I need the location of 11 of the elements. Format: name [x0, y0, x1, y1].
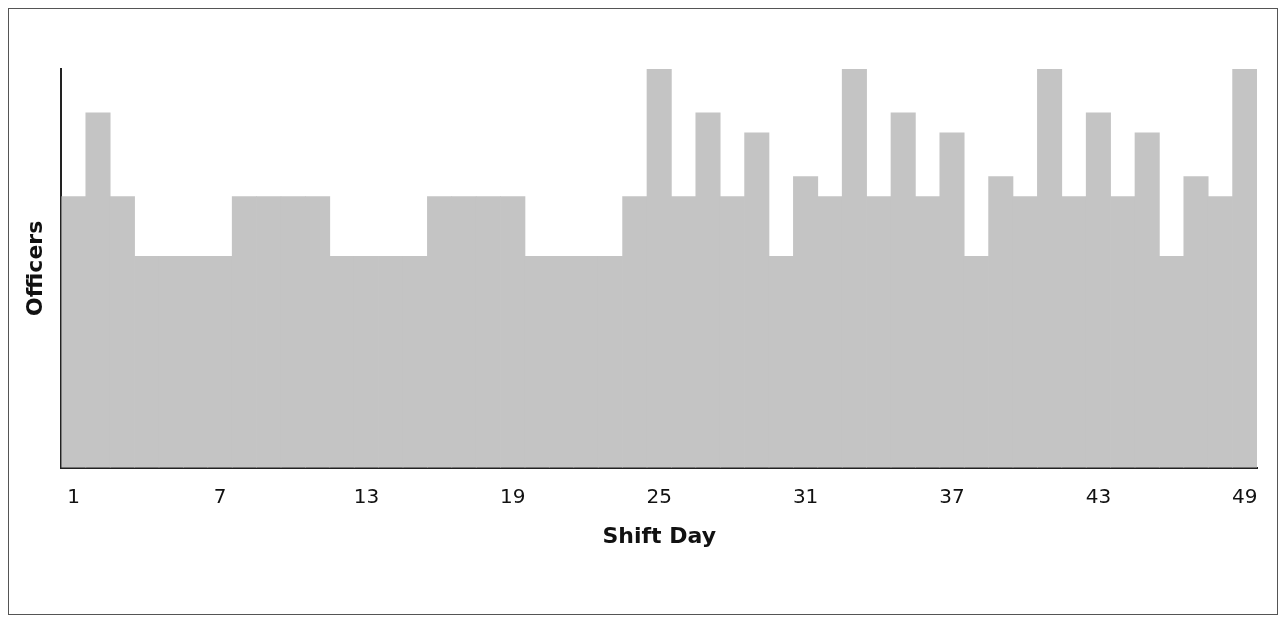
x-tick-label: 19 [500, 483, 526, 508]
x-tick-label: 1 [67, 483, 80, 508]
y-axis-title: Officers [21, 220, 47, 316]
x-tick-label: 37 [939, 483, 965, 508]
x-tick-label: 43 [1085, 483, 1112, 508]
x-tick-label: 31 [792, 483, 819, 508]
x-tick-label: 25 [646, 483, 672, 508]
x-axis-title: Shift Day [602, 522, 716, 548]
x-tick-label: 13 [353, 483, 380, 508]
x-tick-label: 49 [1232, 483, 1258, 508]
x-tick-label: 7 [213, 483, 227, 508]
